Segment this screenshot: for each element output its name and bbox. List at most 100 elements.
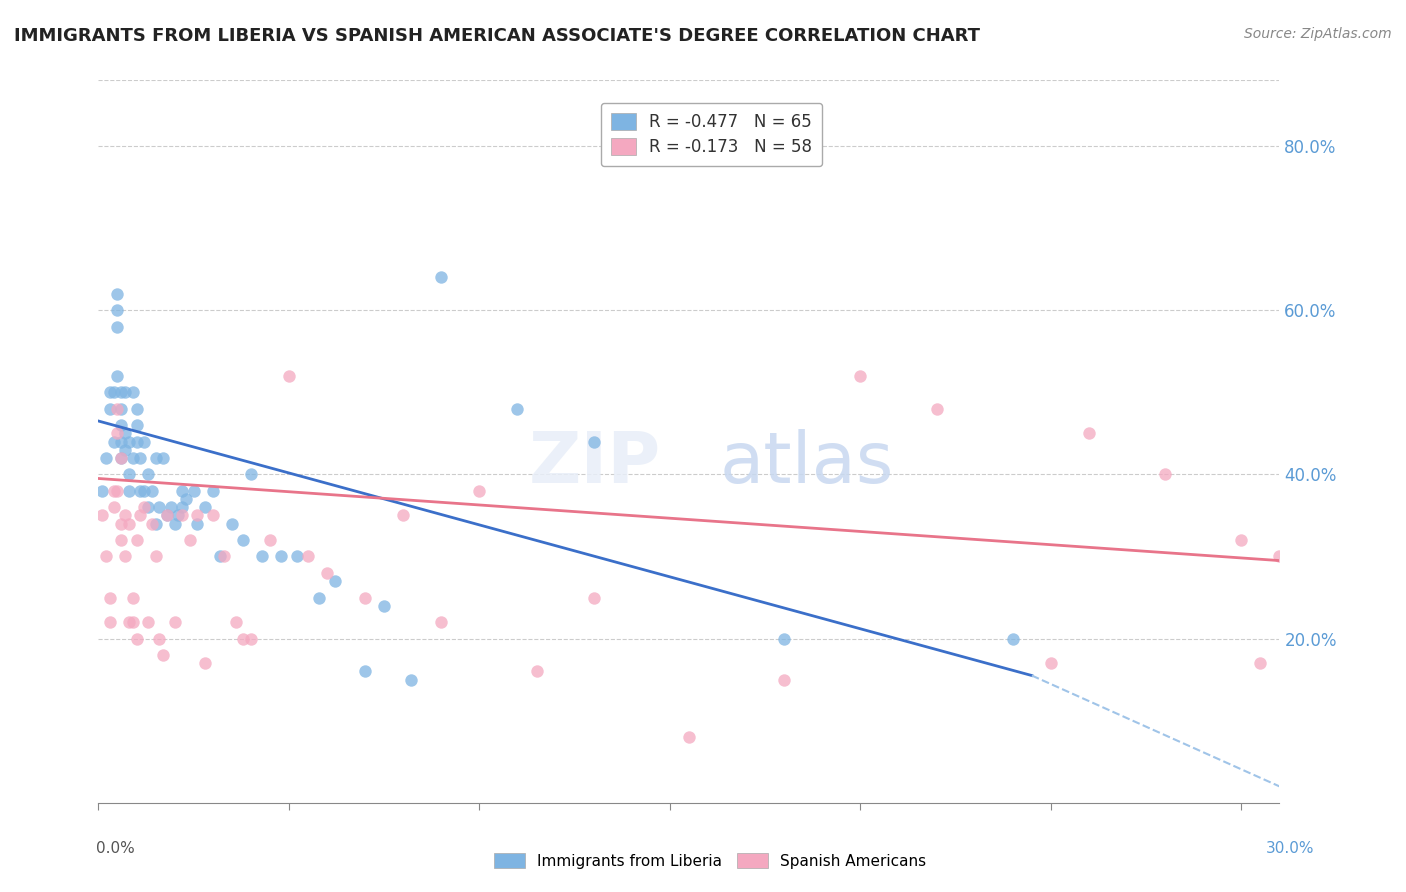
Point bbox=[172, 483, 194, 498]
Point bbox=[110, 434, 132, 449]
Point bbox=[118, 467, 141, 482]
Point bbox=[103, 500, 125, 515]
Point bbox=[232, 632, 254, 646]
Point bbox=[110, 533, 132, 547]
Point bbox=[186, 508, 208, 523]
Point bbox=[277, 368, 299, 383]
Point bbox=[468, 483, 491, 498]
Point bbox=[506, 401, 529, 416]
Point bbox=[129, 508, 152, 523]
Point bbox=[163, 516, 186, 531]
Point bbox=[107, 286, 129, 301]
Point bbox=[148, 500, 170, 515]
Point bbox=[125, 434, 148, 449]
Point bbox=[239, 467, 262, 482]
Point bbox=[232, 533, 254, 547]
Point bbox=[107, 401, 129, 416]
Point bbox=[225, 615, 247, 630]
Point bbox=[323, 574, 346, 588]
Point bbox=[145, 450, 167, 465]
Point bbox=[285, 549, 308, 564]
Point bbox=[125, 418, 148, 433]
Point bbox=[125, 533, 148, 547]
Point bbox=[134, 483, 156, 498]
Point bbox=[103, 483, 125, 498]
Point bbox=[773, 673, 796, 687]
Point bbox=[354, 591, 377, 605]
Point bbox=[121, 385, 143, 400]
Point bbox=[152, 648, 174, 662]
Point bbox=[239, 632, 262, 646]
Point bbox=[98, 591, 121, 605]
Point bbox=[430, 270, 453, 285]
Text: 30.0%: 30.0% bbox=[1267, 841, 1315, 856]
Point bbox=[103, 434, 125, 449]
Point bbox=[152, 450, 174, 465]
Point bbox=[134, 500, 156, 515]
Point bbox=[145, 516, 167, 531]
Point bbox=[1154, 467, 1177, 482]
Point bbox=[136, 500, 159, 515]
Point bbox=[194, 500, 217, 515]
Point bbox=[121, 450, 143, 465]
Point bbox=[114, 442, 136, 457]
Point bbox=[114, 549, 136, 564]
Point bbox=[1268, 549, 1291, 564]
Point bbox=[94, 450, 117, 465]
Point bbox=[107, 303, 129, 318]
Point bbox=[110, 401, 132, 416]
Point bbox=[98, 615, 121, 630]
Point bbox=[121, 591, 143, 605]
Point bbox=[399, 673, 422, 687]
Point bbox=[163, 615, 186, 630]
Point bbox=[316, 566, 339, 580]
Point bbox=[201, 483, 224, 498]
Point bbox=[156, 508, 179, 523]
Point bbox=[118, 483, 141, 498]
Text: Source: ZipAtlas.com: Source: ZipAtlas.com bbox=[1244, 27, 1392, 41]
Legend: Immigrants from Liberia, Spanish Americans: Immigrants from Liberia, Spanish America… bbox=[488, 847, 932, 875]
Point bbox=[110, 450, 132, 465]
Point bbox=[773, 632, 796, 646]
Point bbox=[125, 632, 148, 646]
Point bbox=[430, 615, 453, 630]
Point bbox=[121, 615, 143, 630]
Point bbox=[107, 483, 129, 498]
Point bbox=[107, 368, 129, 383]
Text: atlas: atlas bbox=[720, 429, 894, 498]
Point bbox=[201, 508, 224, 523]
Point bbox=[114, 508, 136, 523]
Point bbox=[186, 516, 208, 531]
Point bbox=[148, 632, 170, 646]
Point bbox=[134, 434, 156, 449]
Point bbox=[582, 591, 605, 605]
Point bbox=[129, 450, 152, 465]
Point bbox=[98, 401, 121, 416]
Point bbox=[103, 385, 125, 400]
Point bbox=[110, 516, 132, 531]
Point bbox=[259, 533, 281, 547]
Point bbox=[1001, 632, 1024, 646]
Point bbox=[110, 418, 132, 433]
Point bbox=[136, 467, 159, 482]
Point bbox=[114, 426, 136, 441]
Point bbox=[1230, 533, 1253, 547]
Point bbox=[373, 599, 395, 613]
Point bbox=[118, 615, 141, 630]
Point bbox=[145, 549, 167, 564]
Point bbox=[1249, 657, 1271, 671]
Point bbox=[212, 549, 235, 564]
Point bbox=[91, 483, 114, 498]
Point bbox=[118, 434, 141, 449]
Text: IMMIGRANTS FROM LIBERIA VS SPANISH AMERICAN ASSOCIATE'S DEGREE CORRELATION CHART: IMMIGRANTS FROM LIBERIA VS SPANISH AMERI… bbox=[14, 27, 980, 45]
Text: ZIP: ZIP bbox=[529, 429, 661, 498]
Point bbox=[194, 657, 217, 671]
Point bbox=[167, 508, 190, 523]
Point bbox=[136, 615, 159, 630]
Point bbox=[308, 591, 330, 605]
Point bbox=[98, 385, 121, 400]
Point bbox=[94, 549, 117, 564]
Point bbox=[179, 533, 201, 547]
Legend: R = -0.477   N = 65, R = -0.173   N = 58: R = -0.477 N = 65, R = -0.173 N = 58 bbox=[600, 103, 823, 166]
Point bbox=[91, 508, 114, 523]
